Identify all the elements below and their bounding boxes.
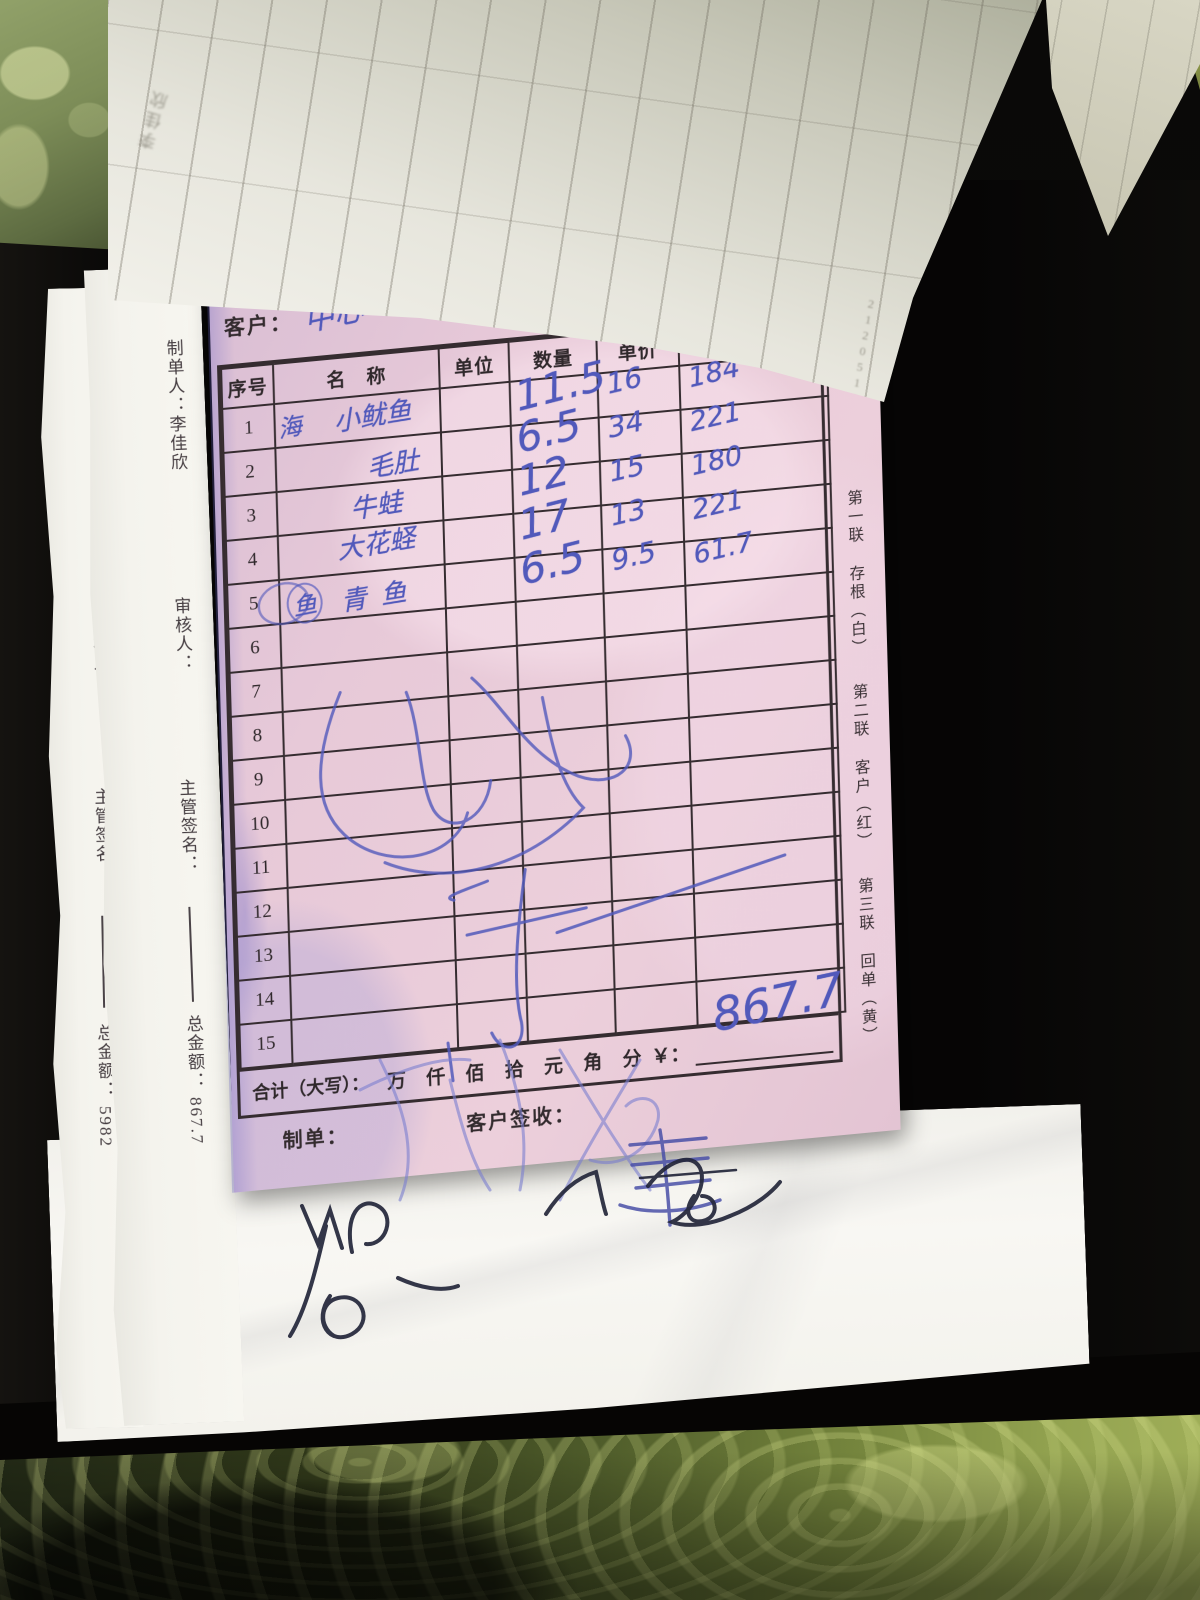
inner-manager-label: 主管签名： [176,778,199,875]
order-table-wrapper: 序号 名 称 单位 数量 单价 1 海小鱿鱼 11.5 16 184 2 毛肚 … [217,308,847,1120]
customer-sign-label: 客户签收： [465,1103,577,1136]
name-prefix-hw: 海 [276,411,304,444]
price-cell: 9.5 [602,535,686,594]
yen-sign: ￥： [651,1042,690,1068]
unit-bai: 佰 [465,1062,485,1086]
unit-cell [453,865,525,917]
bleedthrough-text-fragment: 李佳欣 [137,86,174,153]
inner-total-amount: 总金额： 867.7 [183,1014,208,1146]
unit-shi: 拾 [504,1058,525,1082]
unit-jiao: 角 [582,1051,603,1074]
row-no: 11 [234,843,288,893]
price-cell [604,629,688,682]
price-hw: 34 [605,404,646,445]
price-hw: 13 [607,492,649,533]
unit-cell [448,689,520,741]
copy-labels-strip: 第一联 存根（白） 第二联 客户（红） 第三联 回单（黄） [845,489,877,1072]
row-no: 8 [230,711,284,761]
row-no: 4 [225,536,280,585]
row-no: 12 [235,887,289,937]
row-no: 9 [232,755,286,805]
unit-cell [443,513,515,565]
header-unit: 单位 [438,341,510,389]
unit-cell [445,601,517,653]
price-hw: 15 [606,448,648,489]
price-cell [609,805,693,858]
maker-label: 制单： [282,1124,349,1153]
price-cell [610,849,694,902]
inner-signature-line [188,907,194,1002]
row-no: 14 [238,975,292,1025]
price-cell [612,893,696,946]
unit-cell [447,645,519,697]
unit-cell [449,733,521,785]
unit-cell [442,469,514,521]
price-cell [605,673,690,726]
unit-cell [456,997,529,1049]
unit-cell [450,777,522,829]
row-no: 15 [239,1019,293,1069]
unit-cell [452,821,524,873]
inner-auditor-label: 审核人： [171,596,194,674]
copy-label-1: 第一联 存根（白） [845,488,867,659]
row-no: 2 [223,448,277,497]
item-name-hw: 小鱿鱼 [332,395,413,439]
total-in-words-label: 合计（大写）： [252,1072,370,1104]
row-no: 1 [222,404,276,453]
row-no: 10 [233,799,287,849]
row-no: 3 [224,492,278,541]
row-no: 5 [227,580,281,629]
copy-label-2: 第二联 客户（红） [850,682,873,853]
price-cell [607,717,691,770]
unit-yuan: 元 [543,1054,564,1078]
qty-cell [526,989,616,1042]
customer-label: 客户： [223,310,294,341]
unit-qian: 仟 [426,1065,446,1089]
row-no: 6 [228,624,282,673]
row-no: 13 [236,931,291,981]
unit-fen: 分 [622,1047,642,1071]
price-cell [614,981,698,1034]
copy-label-3: 第三联 回单（黄） [855,876,878,1047]
order-table: 序号 名 称 单位 数量 单价 1 海小鱿鱼 11.5 16 184 2 毛肚 … [220,311,846,1070]
price-hw: 16 [604,360,645,401]
price-cell [613,937,697,990]
unit-cell [440,425,513,477]
unit-cell [455,953,527,1005]
unit-wan: 万 [386,1069,407,1093]
price-cell [603,585,687,638]
price-cell [608,761,692,814]
unit-cell [454,909,526,961]
unit-cell [439,381,511,433]
unit-cell [444,557,516,609]
inner-maker-line: 制单人：李佳欣 [163,338,188,473]
row-no: 7 [229,667,283,717]
header-no: 序号 [221,364,275,409]
